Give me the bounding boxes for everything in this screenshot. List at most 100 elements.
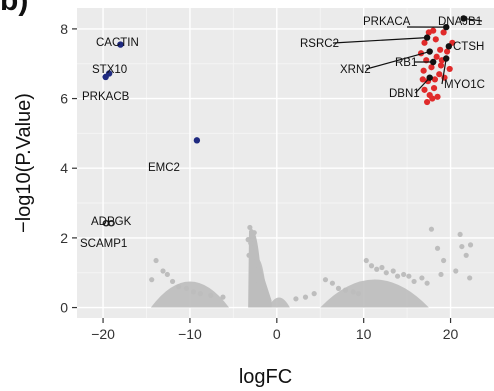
not-significant-point [379, 264, 385, 271]
gene-label: CACTIN [96, 37, 139, 49]
up-regulated-point [446, 65, 453, 73]
not-significant-point [220, 294, 226, 300]
not-significant-point [390, 268, 396, 274]
dense-band [150, 281, 230, 308]
labeled-point [102, 220, 109, 227]
not-significant-point [302, 294, 309, 300]
not-significant-point [246, 252, 252, 258]
y-tick-label: 0 [60, 300, 68, 316]
gene-label: PRKACA [363, 16, 411, 28]
not-significant-point [257, 285, 263, 291]
not-significant-point [394, 273, 401, 279]
not-significant-point [463, 252, 469, 258]
not-significant-point [374, 266, 380, 272]
not-significant-point [293, 296, 299, 302]
not-significant-point [248, 240, 254, 246]
leader-line [332, 37, 428, 44]
up-regulated-point [420, 67, 427, 74]
not-significant-point [251, 266, 257, 272]
up-regulated-point [432, 36, 439, 43]
up-regulated-point [437, 62, 445, 69]
y-tick-label: 6 [60, 91, 68, 107]
x-tick-label: 10 [356, 326, 372, 342]
not-significant-point [197, 291, 203, 297]
gene-label: RB1 [395, 57, 417, 69]
not-significant-point [355, 291, 362, 297]
not-significant-point [311, 291, 317, 297]
up-regulated-point [429, 95, 436, 102]
not-significant-point [208, 292, 214, 298]
x-axis-title: logFC [239, 366, 292, 388]
not-significant-point [164, 271, 170, 278]
gene-label: MYO1C [444, 79, 485, 91]
not-significant-point [183, 285, 190, 291]
not-significant-point [169, 278, 176, 285]
up-regulated-point [437, 46, 444, 53]
gene-label: SCAMP1 [80, 238, 127, 250]
gene-label: DBN1 [389, 88, 420, 100]
gene-label: XRN2 [340, 64, 371, 76]
not-significant-point [153, 257, 159, 264]
up-regulated-point [424, 98, 431, 106]
y-tick-label: 8 [60, 21, 68, 37]
gene-label: ADPGK [91, 216, 132, 228]
not-significant-point [252, 249, 258, 255]
labeled-point [443, 55, 450, 62]
up-regulated-point [433, 53, 440, 60]
up-regulated-point [421, 86, 428, 93]
not-significant-point [453, 268, 459, 274]
x-tick-label: −10 [178, 326, 202, 342]
not-significant-point [419, 275, 425, 281]
labeled-point [426, 74, 433, 81]
labeled-point [429, 58, 437, 66]
labeled-point [426, 48, 433, 55]
labeled-point [193, 137, 201, 144]
dense-band [320, 279, 429, 308]
not-significant-point [329, 280, 336, 286]
not-significant-point [406, 273, 412, 279]
not-significant-point [251, 230, 257, 236]
up-regulated-point [436, 71, 443, 78]
not-significant-point [253, 271, 259, 278]
gene-label: EMC2 [148, 162, 180, 174]
y-tick-label: 2 [60, 230, 68, 246]
up-regulated-point [428, 64, 435, 71]
not-significant-point [434, 245, 441, 251]
plot-area: CACTIN STX10 PRKACB EMC2 ADPGK SCAMP1 PRKACA DN… [77, 8, 494, 318]
up-regulated-point [440, 29, 447, 36]
dense-band [268, 297, 290, 308]
y-axis-title: −log10(P.Value) [13, 93, 35, 233]
not-significant-point [424, 280, 430, 286]
not-significant-point [247, 224, 253, 231]
not-significant-point [190, 289, 197, 295]
not-significant-point [160, 268, 166, 274]
not-significant-point [401, 271, 407, 278]
y-axis-ticks: 0 2 4 6 8 [60, 21, 77, 316]
x-tick-label: 20 [443, 326, 459, 342]
axes: −20 −10 0 10 20 0 2 4 6 8 logFC −log10(P.Value) [13, 21, 459, 388]
gene-labels: CACTIN STX10 PRKACB EMC2 ADPGK SCAMP1 PRKACA DN… [80, 16, 485, 250]
up-regulated-point [431, 76, 439, 83]
not-significant-points [149, 224, 474, 302]
not-significant-point [350, 289, 356, 295]
gene-label: CTSH [453, 41, 484, 53]
not-significant-point [467, 275, 473, 281]
labeled-point [445, 43, 453, 50]
x-axis-ticks: −20 −10 0 10 20 [91, 318, 459, 342]
up-regulated-point [419, 76, 426, 83]
not-significant-point [428, 226, 435, 232]
not-significant-point [335, 285, 342, 291]
labeled-point [460, 15, 467, 22]
labeled-point [423, 34, 431, 41]
not-significant-point [459, 243, 465, 250]
gene-label: PRKACB [82, 91, 130, 103]
not-significant-point [383, 270, 389, 276]
up-regulated-point [430, 85, 438, 92]
plot-background [77, 8, 494, 318]
not-significant-point [438, 271, 444, 278]
labeled-point [443, 23, 450, 31]
not-significant-point [457, 231, 463, 238]
grid-major [77, 8, 494, 318]
dense-band-spike [248, 228, 272, 308]
